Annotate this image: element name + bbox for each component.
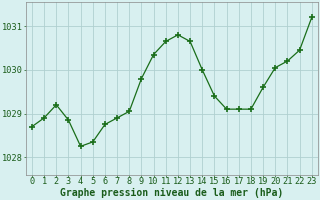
X-axis label: Graphe pression niveau de la mer (hPa): Graphe pression niveau de la mer (hPa) <box>60 188 284 198</box>
